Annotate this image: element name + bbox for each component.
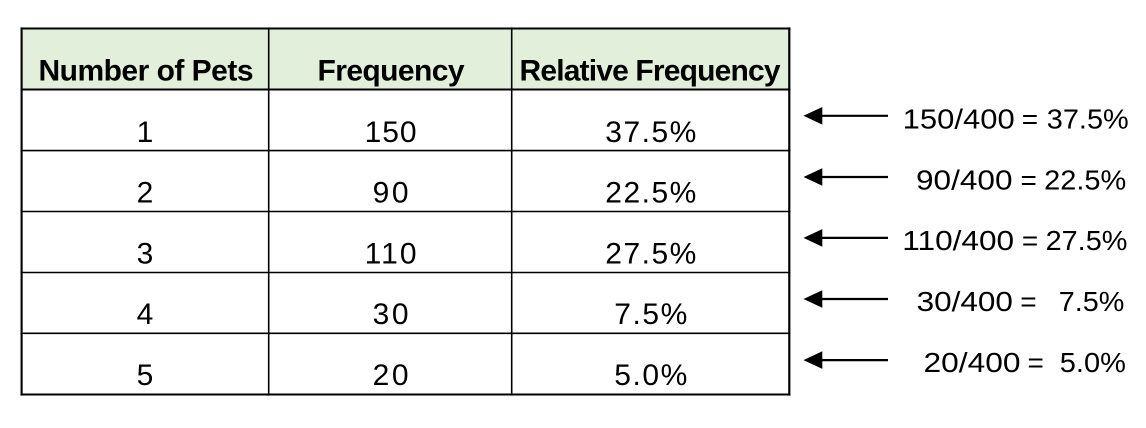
svg-text:22.5%: 22.5% <box>1044 165 1126 196</box>
svg-text:7.5%: 7.5% <box>614 298 687 331</box>
svg-text:22.5%: 22.5% <box>605 177 696 210</box>
svg-text:110/400: 110/400 <box>902 225 1014 256</box>
svg-text:Relative Frequency: Relative Frequency <box>520 54 781 87</box>
svg-text:7.5%: 7.5% <box>1059 286 1125 317</box>
svg-text:=: = <box>1028 347 1044 378</box>
svg-text:4: 4 <box>137 298 154 331</box>
svg-text:Frequency: Frequency <box>318 54 465 87</box>
svg-text:3: 3 <box>137 237 154 270</box>
svg-text:27.5%: 27.5% <box>1046 225 1128 256</box>
svg-text:=: = <box>1022 104 1038 135</box>
svg-text:=: = <box>1022 225 1038 256</box>
svg-text:=: = <box>1020 286 1036 317</box>
svg-text:27.5%: 27.5% <box>605 237 696 270</box>
svg-text:150: 150 <box>365 116 417 149</box>
svg-text:30/400: 30/400 <box>917 286 1013 317</box>
svg-text:1: 1 <box>137 116 154 149</box>
svg-text:Number of Pets: Number of Pets <box>39 54 254 87</box>
svg-text:37.5%: 37.5% <box>1047 104 1129 135</box>
svg-text:150/400: 150/400 <box>903 104 1015 135</box>
svg-text:5.0%: 5.0% <box>1060 347 1126 378</box>
svg-text:90/400: 90/400 <box>916 165 1013 196</box>
svg-text:5.0%: 5.0% <box>614 359 687 392</box>
svg-text:37.5%: 37.5% <box>605 116 696 149</box>
svg-text:110: 110 <box>365 237 417 270</box>
svg-text:5: 5 <box>137 359 154 392</box>
svg-text:=: = <box>1021 165 1037 196</box>
svg-text:2: 2 <box>137 177 154 210</box>
svg-text:20/400: 20/400 <box>924 347 1021 378</box>
